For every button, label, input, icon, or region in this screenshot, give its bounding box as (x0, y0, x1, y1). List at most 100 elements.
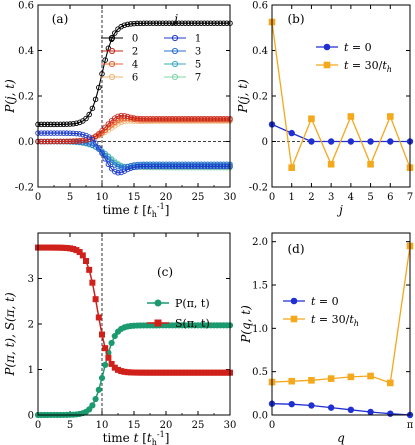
data-point (131, 369, 137, 376)
data-point-j1 (147, 163, 153, 170)
data-point (347, 113, 355, 120)
x-tick-label: 0 (269, 420, 275, 431)
data-point-j0 (60, 121, 67, 128)
data-point-j0 (169, 20, 176, 26)
data-point (105, 354, 112, 361)
data-point (102, 345, 109, 352)
x-tick-label: 2 (308, 192, 314, 203)
legend-marker-1 (154, 319, 162, 327)
panel-label: (b) (287, 12, 304, 26)
data-point (308, 377, 315, 384)
legend-marker-0 (290, 297, 298, 305)
data-point-j0 (156, 20, 163, 26)
y-tick-label: 0.4 (18, 46, 34, 57)
legend-label-j6: 6 (132, 73, 138, 84)
legend-marker-j3 (171, 47, 179, 55)
data-point-j0 (188, 20, 195, 26)
legend-label-j5: 5 (195, 60, 201, 71)
data-point-j3 (105, 156, 112, 162)
y-tick-label: 0.0 (252, 411, 268, 422)
data-point-j1 (160, 163, 166, 170)
x-tick-label: 30 (224, 420, 237, 431)
x-tick-label: 25 (192, 192, 205, 203)
data-point-j2 (118, 112, 124, 119)
data-point (169, 369, 176, 376)
data-point-j1 (60, 130, 67, 136)
data-point-j2 (70, 138, 76, 145)
data-point-j2 (115, 113, 121, 120)
x-tick-label: π (407, 420, 414, 431)
x-axis-label: q (337, 431, 345, 445)
data-point (115, 366, 121, 373)
data-point-j1 (192, 163, 198, 170)
x-tick-label: 0 (269, 192, 275, 203)
data-point-j2 (134, 115, 140, 122)
x-tick-label: 0 (35, 420, 41, 431)
data-point-j1 (89, 136, 96, 143)
data-point-j0 (144, 20, 150, 26)
legend-label-j1: 1 (195, 34, 201, 45)
data-point-j2 (192, 116, 198, 122)
data-point-j0 (166, 20, 172, 26)
data-point-j2 (38, 138, 44, 145)
data-point (308, 115, 315, 123)
data-point-j2 (185, 116, 192, 122)
data-point (127, 369, 134, 376)
data-point-j0 (211, 20, 217, 26)
data-point-j1 (211, 163, 217, 170)
data-point (367, 372, 374, 380)
data-point-j1 (38, 130, 44, 136)
data-point-j2 (67, 138, 73, 145)
data-point-j1 (153, 163, 160, 170)
data-point (124, 369, 131, 376)
x-tick-label: 10 (96, 192, 109, 203)
data-point-j1 (224, 163, 230, 170)
data-point-j0 (204, 20, 211, 26)
legend-marker-j4 (108, 60, 116, 68)
data-point (387, 138, 394, 145)
data-point-j2 (108, 117, 115, 124)
data-point-j0 (70, 121, 76, 127)
data-point (99, 331, 105, 338)
data-point-j0 (89, 105, 96, 112)
data-point (92, 395, 99, 403)
legend-label-1: S(π, t) (175, 317, 210, 330)
x-tick-label: 1 (289, 192, 295, 203)
data-point-j1 (144, 163, 150, 170)
y-tick-label: 0 (28, 411, 34, 422)
series-line-j2 (38, 115, 230, 143)
data-point-j0 (192, 20, 198, 26)
data-point (179, 369, 185, 376)
data-point (51, 244, 57, 251)
data-point (327, 404, 335, 411)
data-point (163, 369, 169, 376)
data-point-j3 (115, 163, 121, 170)
series-line-1 (38, 246, 230, 374)
legend-label-j0: 0 (132, 34, 138, 45)
legend-marker-j5 (171, 60, 179, 68)
data-point (143, 369, 150, 376)
data-point-j0 (54, 121, 60, 128)
data-point-j1 (51, 130, 57, 136)
data-point-j1 (163, 163, 169, 170)
data-point-j0 (92, 96, 99, 103)
data-point-j0 (73, 120, 80, 127)
data-point (217, 369, 224, 376)
data-point-j2 (147, 116, 153, 122)
data-point-j1 (44, 130, 51, 136)
y-axis-label: P(j, t) (3, 79, 17, 114)
data-point-j1 (140, 163, 147, 170)
data-point-j2 (96, 131, 102, 137)
data-point-j1 (112, 168, 118, 175)
data-point (288, 164, 296, 171)
data-point-j3 (118, 164, 124, 171)
data-point-j2 (150, 116, 156, 122)
x-tick-label: 15 (128, 192, 141, 203)
data-point-j0 (38, 121, 44, 128)
data-point (288, 377, 296, 385)
data-point-j0 (176, 20, 182, 26)
data-point-j0 (201, 20, 208, 26)
data-point-j0 (198, 20, 204, 26)
data-point-j2 (44, 138, 51, 145)
data-point-j2 (179, 116, 185, 122)
